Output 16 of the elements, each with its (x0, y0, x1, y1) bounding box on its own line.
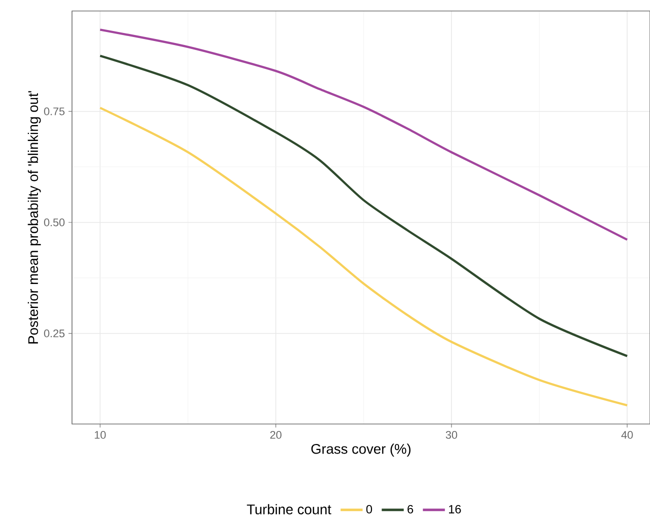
x-tick-label: 30 (446, 431, 458, 439)
legend-label: 6 (408, 504, 414, 514)
legend-label: 16 (449, 504, 461, 514)
y-tick-label: 0.50 (44, 218, 65, 226)
x-tick-label: 10 (94, 431, 106, 439)
legend-label: 0 (366, 504, 372, 514)
x-axis-title: Grass cover (%) (311, 444, 410, 457)
y-tick-label: 0.25 (44, 330, 65, 338)
x-tick-label: 40 (621, 431, 633, 439)
line-series (99, 54, 628, 358)
y-tick-label: 0.75 (44, 107, 65, 116)
y-axis-title: Posterior mean probabilty of 'blinking out' (28, 91, 41, 344)
legend-title: Turbine count (246, 504, 332, 514)
x-tick-label: 20 (270, 431, 282, 439)
line-series (99, 106, 628, 406)
line-series (99, 28, 628, 241)
